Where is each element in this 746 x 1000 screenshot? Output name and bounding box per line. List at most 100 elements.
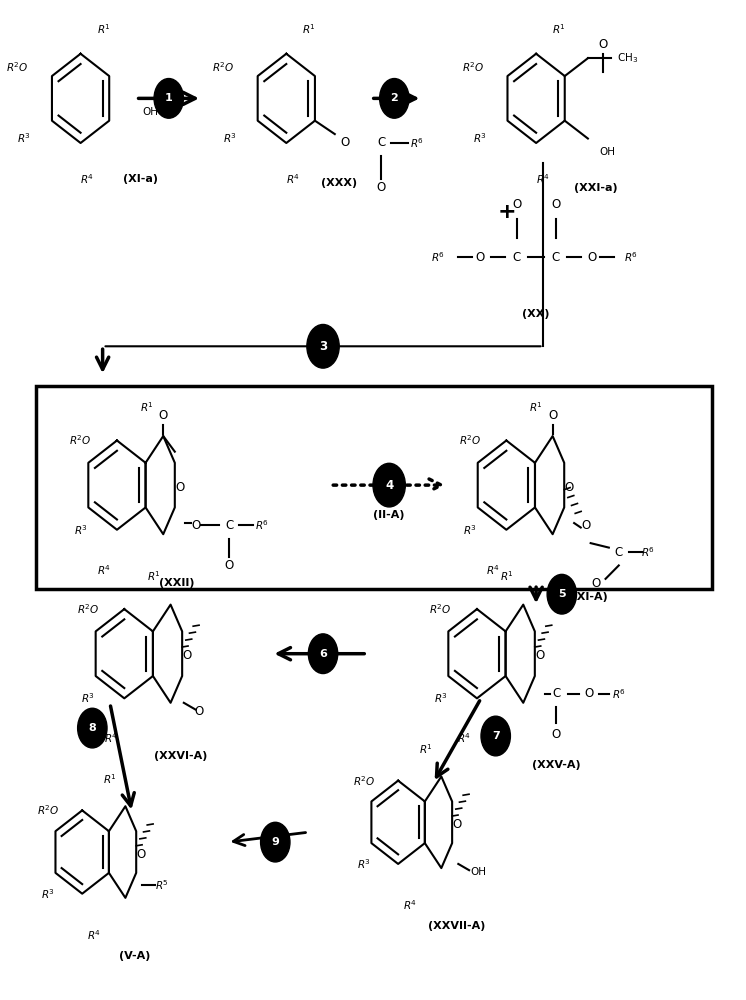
- Text: $R^1$: $R^1$: [552, 22, 566, 36]
- Text: $R^1$: $R^1$: [140, 400, 154, 414]
- Text: O: O: [192, 519, 201, 532]
- Text: C: C: [615, 546, 623, 559]
- Text: C: C: [377, 136, 385, 149]
- Text: OH: OH: [600, 147, 615, 157]
- Text: O: O: [591, 577, 601, 590]
- Text: $R^2$O: $R^2$O: [77, 602, 99, 616]
- Text: $R^6$: $R^6$: [612, 687, 626, 701]
- Text: $R^3$: $R^3$: [81, 691, 95, 705]
- Text: $R^6$: $R^6$: [431, 250, 445, 264]
- Text: (XXII): (XXII): [159, 578, 194, 588]
- Text: O: O: [175, 481, 184, 494]
- Text: $R^4$: $R^4$: [404, 899, 418, 912]
- Circle shape: [154, 79, 184, 118]
- Text: $R^4$: $R^4$: [80, 172, 94, 186]
- Text: O: O: [476, 251, 485, 264]
- Text: (XXX): (XXX): [321, 178, 357, 188]
- Text: C: C: [513, 251, 521, 264]
- Text: 9: 9: [272, 837, 279, 847]
- Text: $R^2$O: $R^2$O: [429, 602, 452, 616]
- Text: OH: OH: [471, 867, 486, 877]
- Text: O: O: [548, 409, 557, 422]
- Text: O: O: [581, 519, 590, 532]
- Circle shape: [307, 324, 339, 368]
- Text: C: C: [552, 687, 560, 700]
- Text: $R^6$: $R^6$: [642, 545, 656, 559]
- Text: $R^3$: $R^3$: [223, 132, 237, 145]
- Text: $R^1$: $R^1$: [500, 569, 514, 583]
- Text: 8: 8: [89, 723, 96, 733]
- Text: (XXV-A): (XXV-A): [532, 760, 580, 770]
- Text: $R^4$: $R^4$: [97, 563, 111, 577]
- Circle shape: [308, 634, 338, 674]
- Text: $R^3$: $R^3$: [74, 523, 87, 537]
- Text: $R^1$: $R^1$: [103, 772, 117, 786]
- Text: $R^4$: $R^4$: [486, 563, 501, 577]
- Text: O: O: [552, 728, 561, 741]
- Text: $R^4$: $R^4$: [87, 928, 101, 942]
- FancyBboxPatch shape: [37, 386, 712, 589]
- Text: $R^2$O: $R^2$O: [462, 60, 485, 74]
- Text: (V-A): (V-A): [119, 951, 151, 961]
- Text: O: O: [377, 181, 386, 194]
- Text: $R^4$: $R^4$: [536, 172, 550, 186]
- Circle shape: [373, 463, 405, 507]
- Text: $R^1$: $R^1$: [147, 569, 161, 583]
- Text: O: O: [137, 848, 145, 861]
- Text: (II-A): (II-A): [374, 510, 405, 520]
- Text: $R^1$: $R^1$: [97, 22, 110, 36]
- Text: 7: 7: [492, 731, 500, 741]
- Text: 2: 2: [390, 93, 398, 103]
- Text: CH$_3$: CH$_3$: [617, 51, 638, 65]
- Text: $R^1$: $R^1$: [302, 22, 316, 36]
- Text: $R^3$: $R^3$: [473, 132, 487, 145]
- Text: 5: 5: [558, 589, 565, 599]
- Text: $R^3$: $R^3$: [433, 691, 448, 705]
- Text: 3: 3: [319, 340, 327, 353]
- Text: O: O: [194, 705, 204, 718]
- Text: O: O: [340, 136, 349, 149]
- Text: C: C: [551, 251, 560, 264]
- Text: O: O: [587, 251, 597, 264]
- Text: $R^2$O: $R^2$O: [212, 60, 235, 74]
- Text: (XXI-a): (XXI-a): [574, 183, 618, 193]
- Text: O: O: [551, 198, 560, 211]
- Text: $R^4$: $R^4$: [457, 732, 471, 745]
- Text: $R^2$O: $R^2$O: [37, 803, 60, 817]
- Text: $R^2$O: $R^2$O: [459, 434, 481, 447]
- Text: 4: 4: [385, 479, 393, 492]
- Text: 1: 1: [165, 93, 172, 103]
- Text: $R^4$: $R^4$: [286, 172, 300, 186]
- Text: (XXI-A): (XXI-A): [563, 592, 608, 602]
- Text: $R^6$: $R^6$: [410, 136, 424, 150]
- Text: O: O: [225, 559, 234, 572]
- Text: O: O: [159, 409, 168, 422]
- Text: $R^6$: $R^6$: [255, 518, 269, 532]
- Text: $R^2$O: $R^2$O: [353, 774, 375, 788]
- Circle shape: [547, 574, 577, 614]
- Text: O: O: [183, 649, 192, 662]
- Text: (XI-a): (XI-a): [122, 174, 157, 184]
- Text: C: C: [225, 519, 233, 532]
- Text: $R^3$: $R^3$: [41, 887, 55, 901]
- Text: O: O: [512, 198, 521, 211]
- Text: O: O: [452, 818, 461, 831]
- Text: $R^5$: $R^5$: [155, 878, 169, 892]
- Text: $R^6$: $R^6$: [624, 250, 638, 264]
- Text: O: O: [565, 481, 574, 494]
- Text: $R^3$: $R^3$: [17, 132, 31, 145]
- Text: +: +: [498, 202, 516, 222]
- Text: $R^3$: $R^3$: [357, 857, 372, 871]
- Text: (XX): (XX): [522, 309, 550, 319]
- Text: $R^2$O: $R^2$O: [7, 60, 29, 74]
- Text: $R^2$O: $R^2$O: [69, 434, 92, 447]
- Circle shape: [78, 708, 107, 748]
- Text: $R^1$: $R^1$: [419, 743, 433, 756]
- Circle shape: [380, 79, 409, 118]
- Text: O: O: [585, 687, 594, 700]
- Text: O: O: [535, 649, 545, 662]
- Text: O: O: [598, 38, 607, 51]
- Text: (XXVII-A): (XXVII-A): [428, 921, 486, 931]
- Circle shape: [481, 716, 510, 756]
- Text: 6: 6: [319, 649, 327, 659]
